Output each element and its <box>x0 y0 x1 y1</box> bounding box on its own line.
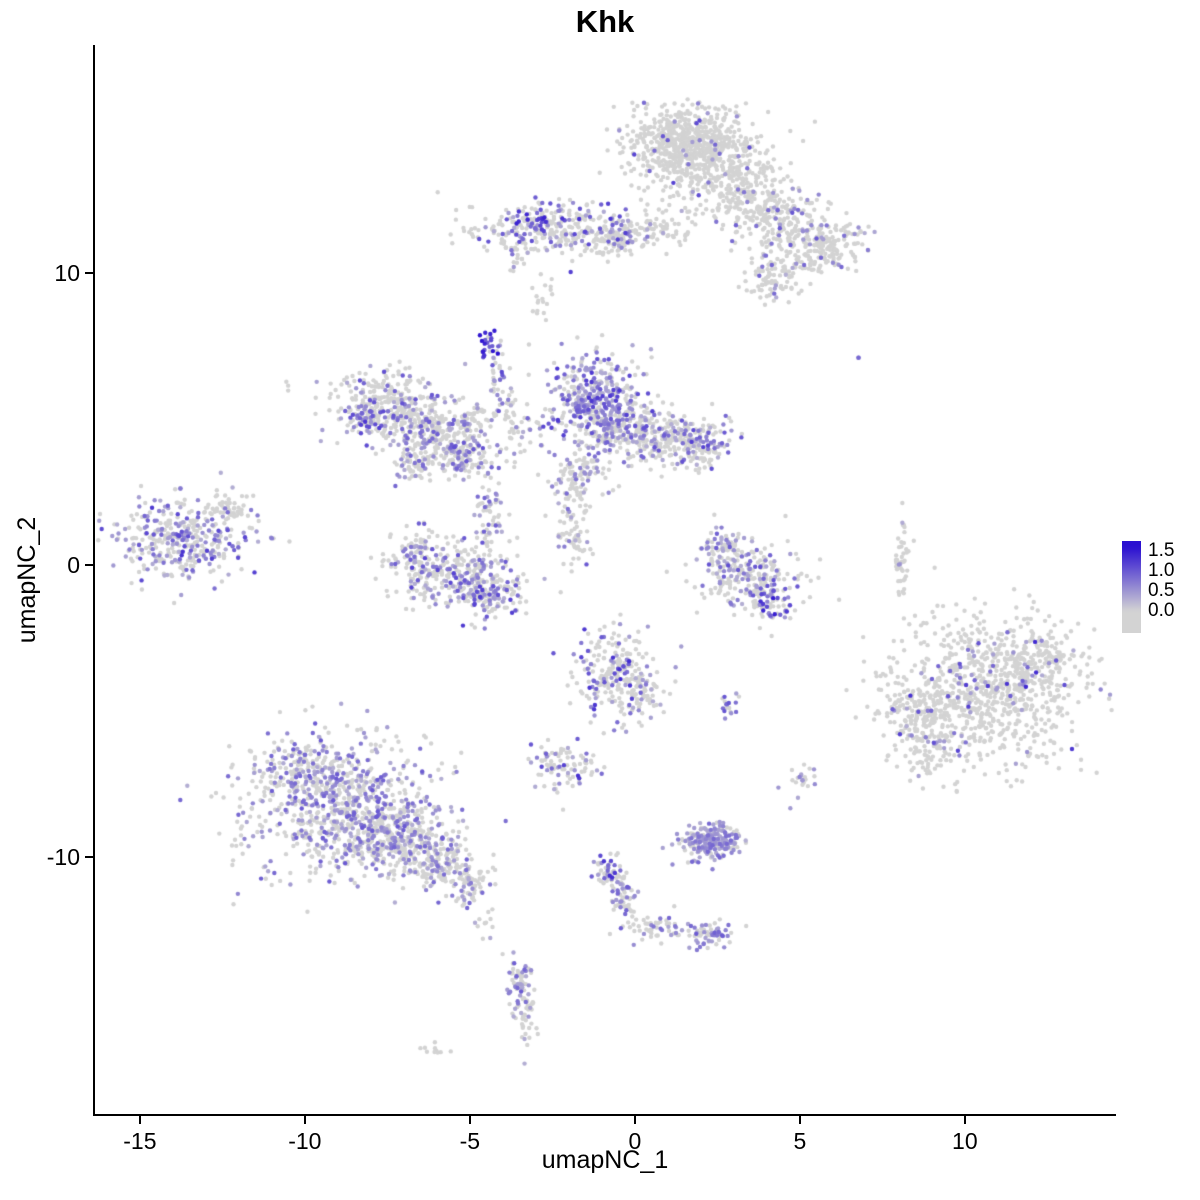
x-tick-mark <box>963 1116 966 1124</box>
x-tick-mark <box>303 1116 306 1124</box>
x-tick-label: 10 <box>952 1128 978 1154</box>
x-tick-label: -5 <box>459 1128 481 1154</box>
y-tick-mark <box>85 855 93 858</box>
legend-tick-label: 1.5 <box>1148 540 1175 561</box>
x-tick-mark <box>798 1116 801 1124</box>
plot-title: Khk <box>575 4 635 39</box>
legend: 1.5 1.0 0.5 0.0 <box>1122 541 1200 633</box>
x-axis-title: umapNC_1 <box>541 1146 669 1174</box>
y-axis-line <box>93 45 95 1116</box>
y-tick-label: 0 <box>67 551 80 578</box>
x-tick-label: 5 <box>793 1128 807 1154</box>
x-tick-mark <box>138 1116 141 1124</box>
x-tick-mark <box>633 1116 636 1124</box>
x-tick-mark <box>468 1116 471 1124</box>
y-tick-label: 10 <box>54 260 80 286</box>
x-tick-label: -10 <box>288 1128 322 1154</box>
x-tick-label: 0 <box>628 1128 642 1154</box>
y-tick-mark <box>85 563 93 566</box>
y-tick-label: -10 <box>46 843 80 870</box>
legend-tick-label: 0.5 <box>1148 580 1175 601</box>
y-tick-mark <box>85 272 93 274</box>
x-tick-label: -15 <box>123 1128 157 1154</box>
legend-tick-label: 1.0 <box>1148 560 1175 581</box>
x-axis-line <box>93 1114 1116 1116</box>
legend-tick-label: 0.0 <box>1148 600 1175 621</box>
y-axis-title: umapNC_2 <box>13 516 41 644</box>
legend-gradient <box>1122 541 1141 633</box>
